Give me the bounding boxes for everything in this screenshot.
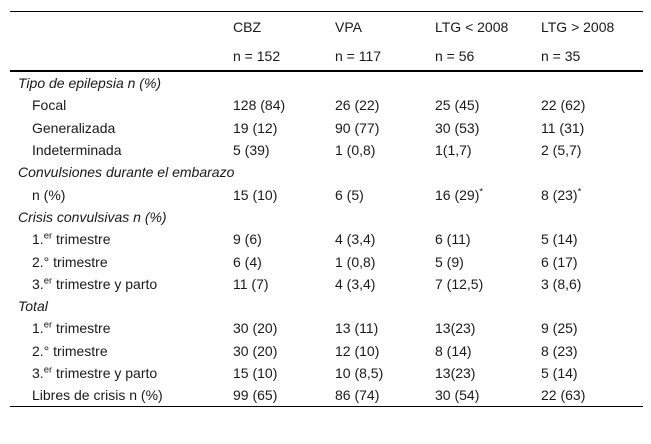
data-cell: 26 (22) [335,97,380,114]
column-header-ltg-pre: LTG < 2008 [435,18,509,35]
data-cell: 3 (8,6) [541,275,582,292]
table-row: Focal 128 (84) 26 (22) 25 (45) 22 (62) [10,94,643,116]
data-cell: 90 (77) [335,119,380,136]
data-cell: 128 (84) [233,97,286,114]
row-label: 1.er trimestre [32,319,111,337]
data-cell: 16 (29)* [435,185,484,203]
header-n-row: n = 152 n = 117 n = 56 n = 35 [10,41,643,70]
data-cell: 8 (14) [435,342,472,359]
table-row: 1.er trimestre 9 (6) 4 (3,4) 6 (11) 5 (14) [10,228,643,250]
section-title: Crisis convulsivas n (%) [18,208,167,225]
section-title: Total [18,297,48,314]
table-row: 2.° trimestre 6 (4) 1 (0,8) 5 (9) 6 (17) [10,250,643,272]
data-cell: 5 (9) [435,253,464,270]
section-title: Tipo de epilepsia n (%) [18,75,162,91]
row-label: 3.er trimestre y parto [32,275,158,292]
row-label: 2.° trimestre [32,342,108,359]
column-n-ltg-post: n = 35 [541,47,581,64]
data-cell: 1 (0,8) [335,142,376,159]
data-cell: 8 (23) [541,342,578,359]
column-n-cbz: n = 152 [233,47,281,64]
data-cell: 99 (65) [233,387,278,404]
data-cell: 4 (3,4) [335,231,376,248]
data-cell: 10 (8,5) [335,365,384,381]
table-row: Indeterminada 5 (39) 1 (0,8) 1(1,7) 2 (5,7) [10,139,643,161]
data-cell: 6 (4) [233,253,262,270]
superscript-asterisk: * [479,185,484,197]
table-row: 3.er trimestre y parto 15 (10) 10 (8,5) 13(… [10,362,643,384]
data-cell: 22 (62) [541,97,586,114]
section-title: Convulsiones durante el embarazo [18,164,235,181]
section-title-row: Total [10,295,643,317]
row-label: Indeterminada [32,142,122,159]
data-cell: 13(23) [435,365,476,381]
data-cell: 12 (10) [335,342,380,359]
data-cell: 8 (23)* [541,185,582,203]
row-label: Libres de crisis n (%) [32,387,163,404]
data-cell: 19 (12) [233,119,278,136]
table-body: Tipo de epilepsia n (%) Focal 128 (84) 26 (… [10,72,643,406]
data-cell: 6 (5) [335,186,364,203]
data-cell: 15 (10) [233,365,278,381]
header-drug-row: CBZ VPA LTG < 2008 LTG > 2008 [10,12,643,41]
table-row: 1.er trimestre 30 (20) 13 (11) 13(23) 9 (25) [10,317,643,339]
table-row: 2.° trimestre 30 (20) 12 (10) 8 (14) 8 (23) [10,340,643,362]
row-label: 3.er trimestre y parto [32,364,158,381]
data-cell: 1 (0,8) [335,253,376,270]
row-label: n (%) [32,186,66,203]
section-title-row: Crisis convulsivas n (%) [10,206,643,228]
superscript-ordinal: er [43,364,53,376]
superscript-ordinal: er [43,275,53,287]
superscript-ordinal: er [43,319,53,331]
data-cell: 11 (31) [541,119,585,136]
data-cell: 13 (11) [335,320,379,337]
table-header: CBZ VPA LTG < 2008 LTG > 2008 n = 152 n … [10,12,643,72]
table-row: Libres de crisis n (%) 99 (65) 86 (74) 30 (… [10,384,643,406]
table-row: n (%) 15 (10) 6 (5) 16 (29)* 8 (23)* [10,183,643,205]
data-cell: 6 (17) [541,253,578,270]
data-cell: 9 (6) [233,231,262,248]
results-table: CBZ VPA LTG < 2008 LTG > 2008 n = 152 n … [10,11,643,408]
column-n-ltg-pre: n = 56 [435,47,475,64]
column-n-vpa: n = 117 [335,47,382,64]
data-cell: 5 (14) [541,231,578,248]
data-cell: 30 (54) [435,387,480,404]
column-header-vpa: VPA [335,18,362,35]
data-cell: 13(23) [435,320,476,337]
section-title-row: Convulsiones durante el embarazo [10,161,643,183]
superscript-asterisk: * [577,185,582,197]
data-cell: 15 (10) [233,186,278,203]
data-cell: 30 (20) [233,342,278,359]
data-cell: 11 (7) [233,275,269,292]
data-cell: 4 (3,4) [335,275,376,292]
data-cell: 86 (74) [335,387,380,404]
data-cell: 6 (11) [435,231,471,248]
data-cell: 30 (53) [435,119,480,136]
row-label: 2.° trimestre [32,253,108,270]
data-cell: 5 (39) [233,142,270,159]
column-header-cbz: CBZ [233,18,261,35]
row-label: Focal [32,97,67,114]
row-label: 1.er trimestre [32,230,111,248]
section-title-row: Tipo de epilepsia n (%) [10,72,643,94]
table-row: Generalizada 19 (12) 90 (77) 30 (53) 11 (31) [10,117,643,139]
data-cell: 25 (45) [435,97,480,114]
data-cell: 9 (25) [541,320,578,337]
row-label: Generalizada [32,119,116,136]
table-row: 3.er trimestre y parto 11 (7) 4 (3,4) 7 (12… [10,273,643,295]
superscript-ordinal: er [43,230,53,242]
data-cell: 1(1,7) [435,142,472,159]
data-cell: 2 (5,7) [541,142,582,159]
data-cell: 30 (20) [233,320,278,337]
column-header-ltg-post: LTG > 2008 [541,18,615,35]
data-cell: 7 (12,5) [435,275,484,292]
data-cell: 5 (14) [541,365,578,381]
data-cell: 22 (63) [541,387,586,404]
